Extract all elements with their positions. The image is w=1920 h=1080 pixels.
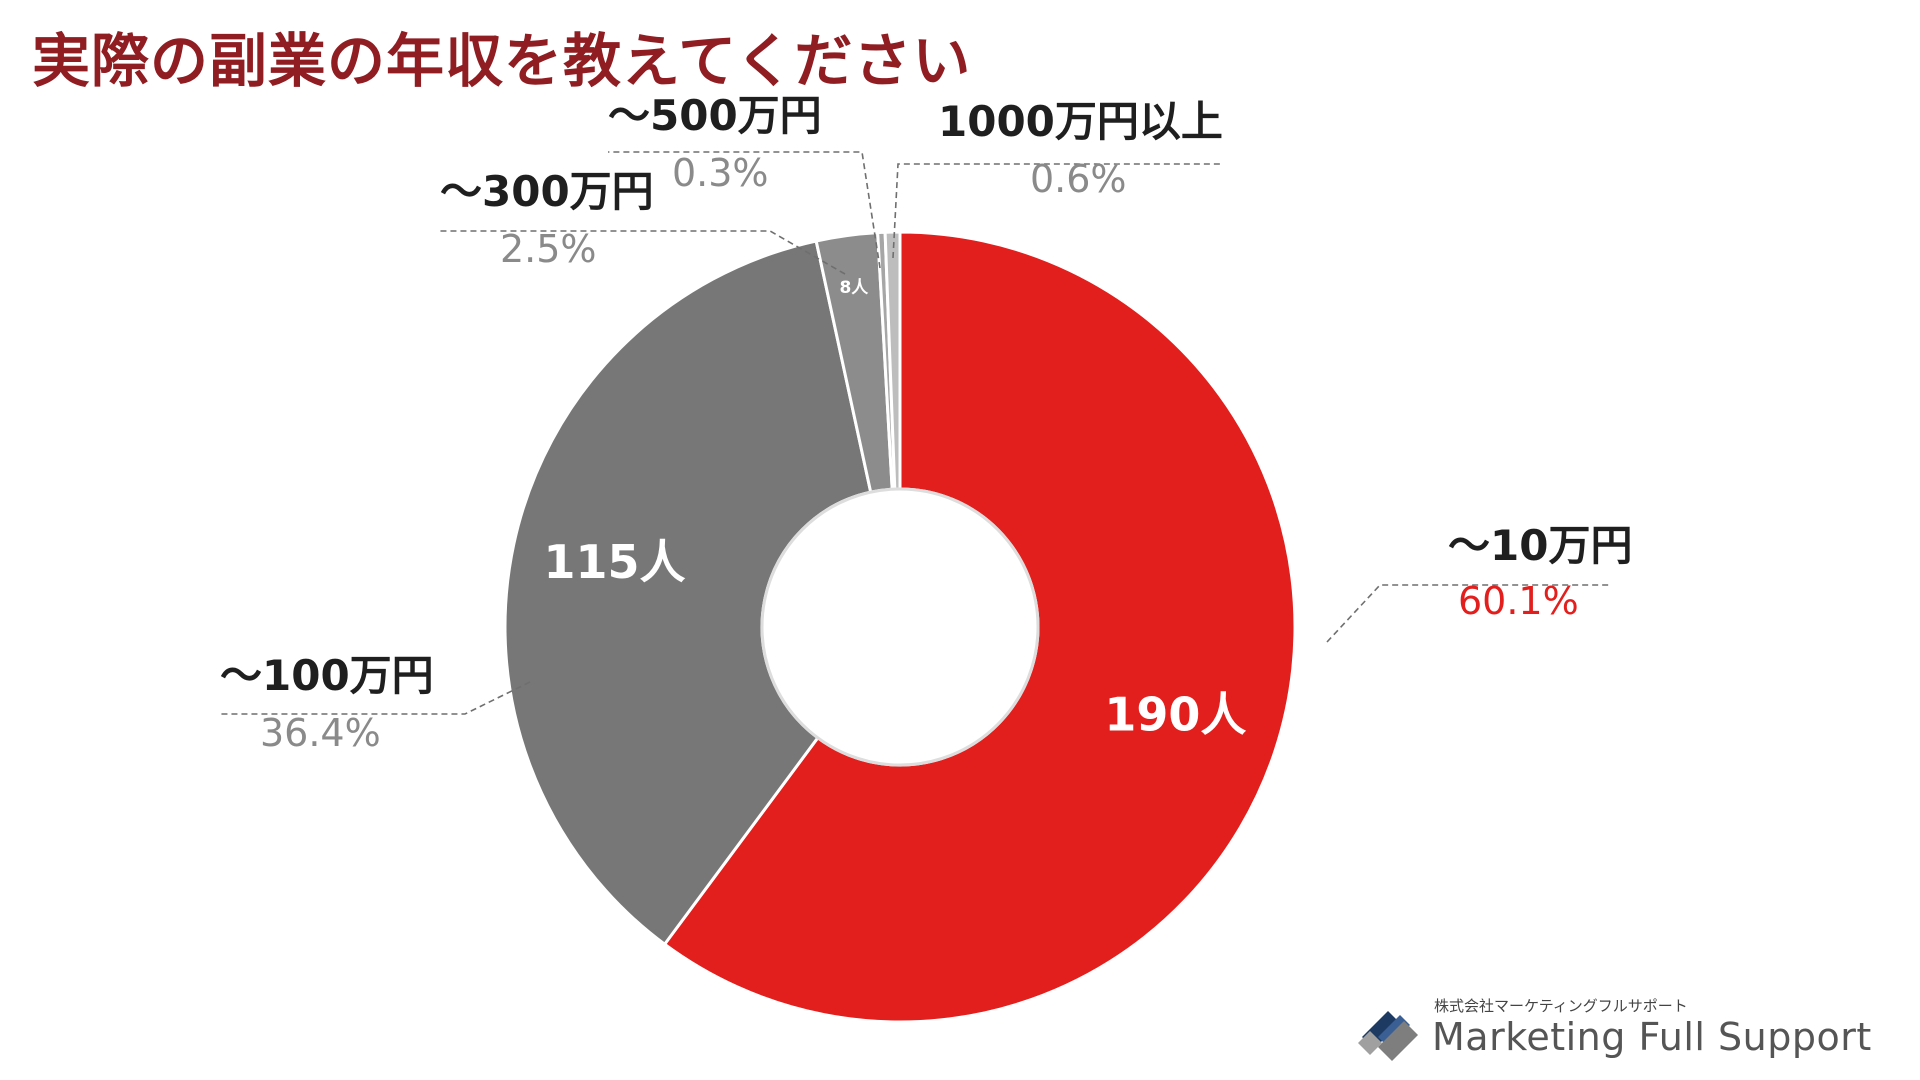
percent-label: 60.1%	[1458, 579, 1579, 623]
company-logo: 株式会社マーケティングフルサポート Marketing Full Support	[1348, 995, 1871, 1071]
slice-count-label: 190人	[1104, 688, 1246, 742]
slice-count-label: 115人	[544, 535, 686, 589]
leader-line	[1326, 584, 1610, 643]
logo-company-name: 株式会社マーケティングフルサポート	[1434, 997, 1688, 1015]
leader-line	[218, 681, 531, 715]
percent-label: 0.3%	[672, 151, 769, 195]
category-label: 〜500万円	[608, 91, 822, 140]
mfs-logo-icon	[1358, 1011, 1418, 1061]
slice-label-group: 190人 115人 8人	[544, 278, 1247, 741]
slice-group	[503, 230, 1297, 1024]
category-label: 1000万円以上	[938, 97, 1223, 146]
category-label: 〜100万円	[220, 651, 434, 700]
percent-label: 2.5%	[500, 227, 597, 271]
leader-line	[892, 163, 1222, 259]
page-title: 実際の副業の年収を教えてください	[32, 27, 972, 95]
donut-hole	[760, 487, 1040, 767]
logo-brand-name: Marketing Full Support	[1432, 1015, 1872, 1059]
percent-label: 0.6%	[1030, 157, 1127, 201]
callout-group: 〜10万円 60.1% 〜100万円 36.4% 〜300万円 2.5% 〜500万円 0.3…	[218, 91, 1632, 755]
slice-count-label: 8人	[839, 278, 869, 298]
percent-label: 36.4%	[260, 711, 381, 755]
category-label: 〜10万円	[1448, 521, 1632, 570]
category-label: 〜300万円	[440, 167, 654, 216]
